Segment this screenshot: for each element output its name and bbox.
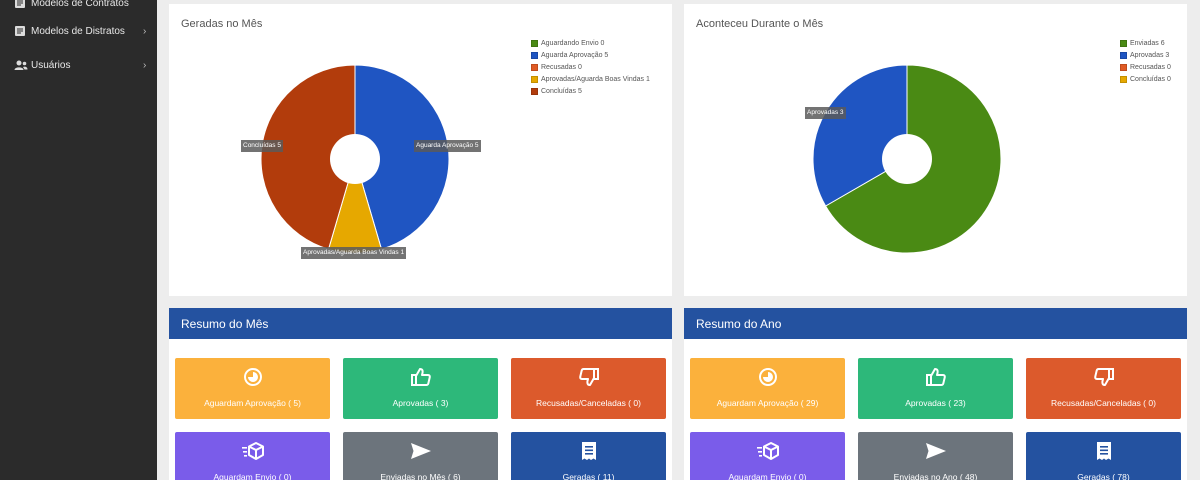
tile-label: Geradas ( 78) <box>1077 472 1130 480</box>
legend-entry[interactable]: Aprovadas 3 <box>1120 49 1171 61</box>
legend-label: Aguarda Aprovação 5 <box>541 51 609 59</box>
donut-hole <box>330 134 380 184</box>
summary-tile[interactable]: Geradas ( 11) <box>511 432 666 480</box>
tile-label: Aprovadas ( 23) <box>905 398 966 408</box>
legend-swatch <box>531 75 538 83</box>
thumbs-down-icon <box>511 367 666 389</box>
legend-label: Aprovadas/Aguarda Boas Vindas 1 <box>541 75 650 83</box>
summary-tile[interactable]: Aprovadas ( 23) <box>858 358 1013 419</box>
data-label-concluidas: Concluídas 5 <box>241 140 283 152</box>
tile-label: Enviadas no Mês ( 6) <box>380 472 461 480</box>
chevron-right-icon: › <box>143 25 147 37</box>
sidebar-item-label: Modelos de Distratos <box>31 25 125 37</box>
summary-tile[interactable]: Enviadas no Ano ( 48) <box>858 432 1013 480</box>
sidebar-item-usuarios[interactable]: Usuários › <box>0 50 157 80</box>
legend-swatch <box>1120 63 1127 71</box>
receipt-icon <box>1026 441 1181 463</box>
legend-label: Recusadas 0 <box>1130 63 1171 71</box>
summary-tile[interactable]: Aguardam Envio ( 0) <box>175 432 330 480</box>
tile-label: Aguardam Aprovação ( 29) <box>716 398 819 408</box>
panel-title: Resumo do Mês <box>181 316 269 331</box>
summary-tile[interactable]: Enviadas no Mês ( 6) <box>343 432 498 480</box>
legend-swatch <box>1120 51 1127 59</box>
pie-chart-icon <box>690 367 845 389</box>
thumbs-down-icon <box>1026 367 1181 389</box>
sidebar: Modelos de Contratos Modelos de Distrato… <box>0 0 157 480</box>
legend-entry[interactable]: Enviadas 6 <box>1120 37 1171 49</box>
users-icon <box>14 60 28 70</box>
legend-entry[interactable]: Aguarda Aprovação 5 <box>531 49 650 61</box>
legend-swatch <box>531 63 538 71</box>
legend-label: Concluídas 5 <box>541 87 582 95</box>
legend-label: Aprovadas 3 <box>1130 51 1170 59</box>
pie-chart <box>812 64 1002 254</box>
legend-entry[interactable]: Recusadas 0 <box>531 61 650 73</box>
panel-header-resumo-ano: Resumo do Ano <box>684 308 1187 339</box>
data-label-aprovadas: Aprovadas/Aguarda Boas Vindas 1 <box>301 247 407 259</box>
pie-chart <box>260 64 450 254</box>
summary-tile[interactable]: Aprovadas ( 3) <box>343 358 498 419</box>
tile-label: Aprovadas ( 3) <box>392 398 449 408</box>
legend-swatch <box>531 39 538 47</box>
legend-label: Recusadas 0 <box>541 63 582 71</box>
panel-title: Resumo do Ano <box>696 316 782 331</box>
chart-card-activity: Aconteceu Durante o Mês Enviadas 6 Aprova… <box>684 4 1187 296</box>
legend-entry[interactable]: Recusadas 0 <box>1120 61 1171 73</box>
thumbs-up-icon <box>343 367 498 389</box>
panel-body-resumo-mes: Aguardam Aprovação ( 5) Aprovadas ( 3) Rec… <box>169 339 672 480</box>
pie-chart-icon <box>175 367 330 389</box>
summary-tile[interactable]: Aguardam Aprovação ( 5) <box>175 358 330 419</box>
sidebar-item-modelos-distratos[interactable]: Modelos de Distratos › <box>0 16 157 46</box>
panel-body-resumo-ano: Aguardam Aprovação ( 29) Aprovadas ( 23) R… <box>684 339 1187 480</box>
shipping-box-icon <box>690 441 845 463</box>
chart-legend: Enviadas 6 Aprovadas 3 Recusadas 0 Concluíd… <box>1120 37 1171 85</box>
chart-legend: Aguardando Envio 0 Aguarda Aprovação 5 Rec… <box>531 37 650 97</box>
tile-label: Aguardam Aprovação ( 5) <box>204 398 301 408</box>
chart-card-month: Geradas no Mês Aguardando Envio 0 Aguarda… <box>169 4 672 296</box>
tile-label: Recusadas/Canceladas ( 0) <box>1051 398 1156 408</box>
receipt-icon <box>511 441 666 463</box>
summary-tile[interactable]: Aguardam Aprovação ( 29) <box>690 358 845 419</box>
summary-tile[interactable]: Geradas ( 78) <box>1026 432 1181 480</box>
legend-entry[interactable]: Concluídas 0 <box>1120 73 1171 85</box>
summary-tile[interactable]: Recusadas/Canceladas ( 0) <box>1026 358 1181 419</box>
paper-plane-icon <box>343 441 498 463</box>
sidebar-item-label: Usuários <box>31 59 71 71</box>
paper-plane-icon <box>858 441 1013 463</box>
sidebar-item-label: Modelos de Contratos <box>31 0 129 9</box>
tile-label: Enviadas no Ano ( 48) <box>893 472 978 480</box>
chart-title: Aconteceu Durante o Mês <box>696 18 824 30</box>
summary-tile[interactable]: Recusadas/Canceladas ( 0) <box>511 358 666 419</box>
document-icon <box>15 0 25 8</box>
legend-swatch <box>531 51 538 59</box>
legend-swatch <box>1120 39 1127 47</box>
shipping-box-icon <box>175 441 330 463</box>
sidebar-item-modelos-contratos[interactable]: Modelos de Contratos <box>0 0 157 18</box>
chart-title: Geradas no Mês <box>181 18 263 30</box>
thumbs-up-icon <box>858 367 1013 389</box>
legend-entry[interactable]: Concluídas 5 <box>531 85 650 97</box>
chevron-right-icon: › <box>143 59 147 71</box>
data-label-aprovadas: Aprovadas 3 <box>805 107 846 119</box>
tile-label: Geradas ( 11) <box>562 472 615 480</box>
legend-swatch <box>1120 75 1127 83</box>
legend-swatch <box>531 87 538 95</box>
legend-label: Enviadas 6 <box>1130 39 1165 47</box>
summary-tile[interactable]: Aguardam Envio ( 0) <box>690 432 845 480</box>
legend-label: Concluídas 0 <box>1130 75 1171 83</box>
tile-label: Recusadas/Canceladas ( 0) <box>536 398 641 408</box>
legend-entry[interactable]: Aprovadas/Aguarda Boas Vindas 1 <box>531 73 650 85</box>
donut-hole <box>882 134 932 184</box>
tile-label: Aguardam Envio ( 0) <box>213 472 292 480</box>
legend-label: Aguardando Envio 0 <box>541 39 605 47</box>
document-icon <box>15 26 25 36</box>
panel-header-resumo-mes: Resumo do Mês <box>169 308 672 339</box>
tile-label: Aguardam Envio ( 0) <box>728 472 807 480</box>
legend-entry[interactable]: Aguardando Envio 0 <box>531 37 650 49</box>
data-label-aguarda: Aguarda Aprovação 5 <box>414 140 481 152</box>
